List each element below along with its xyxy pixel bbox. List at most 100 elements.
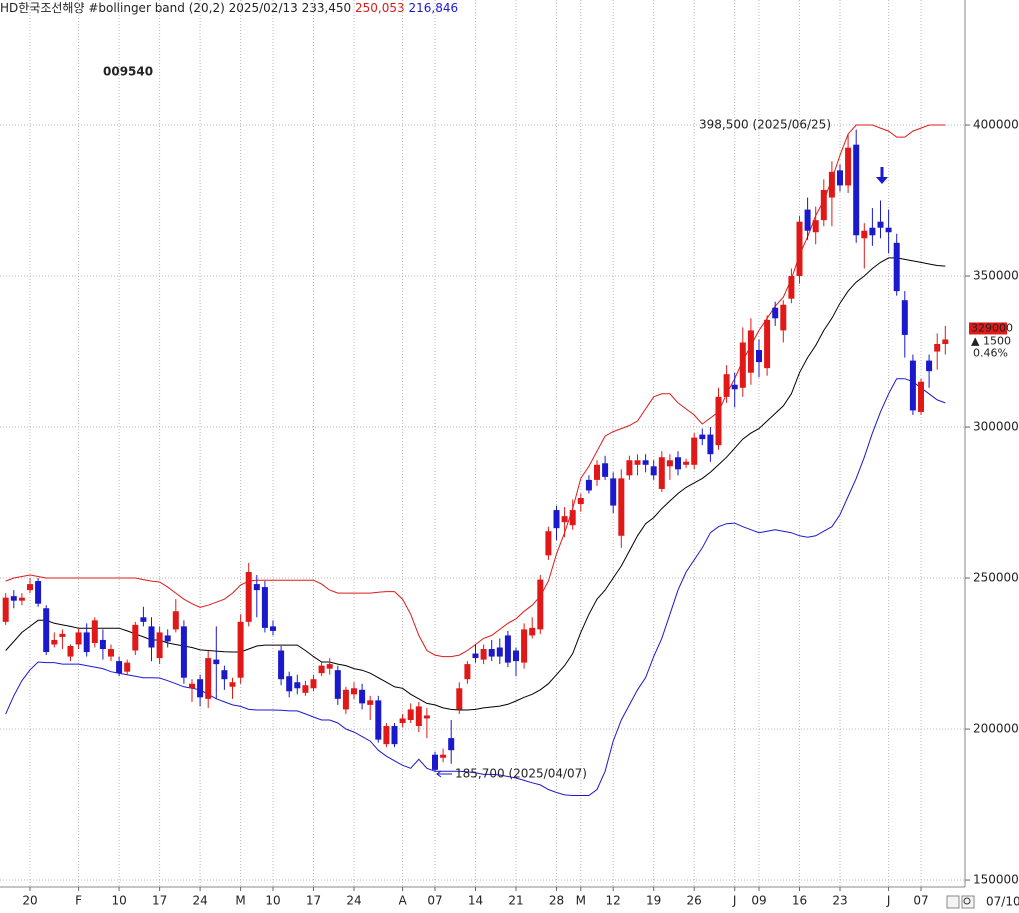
candle-body	[99, 639, 106, 650]
x-tick-label: 07	[427, 894, 442, 908]
candle-body	[602, 463, 609, 477]
low-annotation: 185,700 (2025/04/07)	[455, 767, 587, 781]
candle-body	[756, 350, 762, 363]
candle-body	[634, 460, 641, 465]
candle-body	[796, 221, 803, 277]
candle-body	[132, 624, 139, 651]
candle-body	[853, 144, 860, 236]
x-tick-label: 14	[468, 894, 483, 908]
candle-body	[472, 653, 479, 659]
candle-body	[140, 617, 147, 622]
y-tick-label: 150000	[973, 873, 1019, 887]
x-tick-label: 20	[22, 894, 37, 908]
candle-body	[699, 434, 706, 440]
down-arrow	[876, 167, 888, 184]
candle-body	[440, 754, 447, 758]
candle-body	[286, 676, 293, 692]
candle-body	[27, 584, 33, 591]
candle-body	[585, 479, 592, 491]
candle-body	[448, 738, 455, 751]
candle-body	[610, 478, 617, 506]
candle-body	[537, 579, 544, 630]
candle-body	[164, 635, 171, 642]
x-tick-label: F	[75, 894, 82, 908]
y-tick-label: 350000	[973, 269, 1019, 283]
candle-body	[326, 664, 333, 669]
candle-body	[278, 650, 285, 680]
candle-body	[545, 531, 552, 556]
x-tick-label: J	[886, 894, 891, 908]
candle-body	[310, 679, 317, 689]
candle-body	[488, 649, 495, 657]
candle-body	[626, 460, 633, 476]
y-tick-label: 400000	[973, 118, 1019, 132]
x-tick-label: 07	[913, 894, 928, 908]
candle-body	[707, 434, 714, 455]
candle-body	[723, 374, 730, 397]
candle-body	[594, 464, 600, 480]
x-tick-label: 17	[152, 894, 167, 908]
candle-body	[43, 608, 50, 653]
candle-body	[861, 230, 868, 239]
candle-body	[156, 632, 163, 659]
price-box	[969, 322, 1007, 335]
candle-body	[189, 683, 195, 689]
candle-body	[318, 665, 325, 674]
candle-body	[877, 221, 884, 228]
candle-body	[942, 339, 949, 344]
candle-body	[926, 360, 933, 372]
x-tick-label: 26	[687, 894, 702, 908]
candle-body	[261, 587, 268, 628]
candle-body	[423, 715, 430, 719]
x-tick-label: 10	[265, 894, 280, 908]
candle-body	[116, 661, 123, 674]
candle-body	[351, 688, 357, 695]
zoom-icon	[963, 897, 971, 905]
candle-body	[91, 620, 98, 643]
x-tick-label: 24	[346, 894, 361, 908]
candle-body	[432, 754, 438, 770]
candle-body	[342, 689, 349, 710]
candle-body	[399, 718, 406, 724]
candle-body	[245, 572, 252, 622]
candle-body	[391, 726, 398, 745]
x-tick-label: M	[576, 894, 586, 908]
edit-button[interactable]	[946, 895, 960, 909]
candle-body	[221, 670, 228, 680]
candle-body	[35, 581, 42, 604]
x-tick-label: 21	[508, 894, 523, 908]
arrow-head	[876, 177, 888, 184]
candle-body	[334, 670, 341, 699]
candle-body	[918, 381, 924, 412]
header-text: HD한국조선해양 #bollinger band (20,2) 2025/02/…	[0, 1, 351, 15]
price-box-price: 329000	[971, 321, 1013, 334]
x-tick-label: J	[732, 894, 737, 908]
candle-body	[658, 457, 665, 489]
candle-body	[691, 437, 698, 465]
y-tick-label: 250000	[973, 571, 1019, 585]
candle-body	[780, 304, 787, 331]
x-tick-label: M	[235, 894, 245, 908]
price-box-pct: 0.46%	[973, 346, 1008, 359]
candle-body	[205, 658, 212, 699]
candle-body	[837, 170, 843, 186]
header-lower: 216,846	[408, 1, 458, 15]
candle-body	[148, 626, 155, 648]
candle-body	[229, 682, 236, 687]
x-tick-label: 16	[792, 894, 807, 908]
candle-body	[172, 611, 179, 630]
candle-body	[456, 688, 463, 710]
price-box-change: ▲ 1500	[971, 334, 1011, 347]
candle-body	[407, 709, 414, 720]
candle-body	[715, 396, 722, 446]
candle-body	[618, 478, 625, 536]
candle-body	[59, 633, 66, 637]
candle-body	[108, 649, 114, 657]
candle-body	[375, 700, 382, 740]
x-tick-label: 24	[192, 894, 207, 908]
candle-body	[683, 461, 690, 465]
candle-body	[124, 662, 131, 672]
candle-body	[569, 510, 576, 526]
candle-body	[893, 242, 900, 292]
